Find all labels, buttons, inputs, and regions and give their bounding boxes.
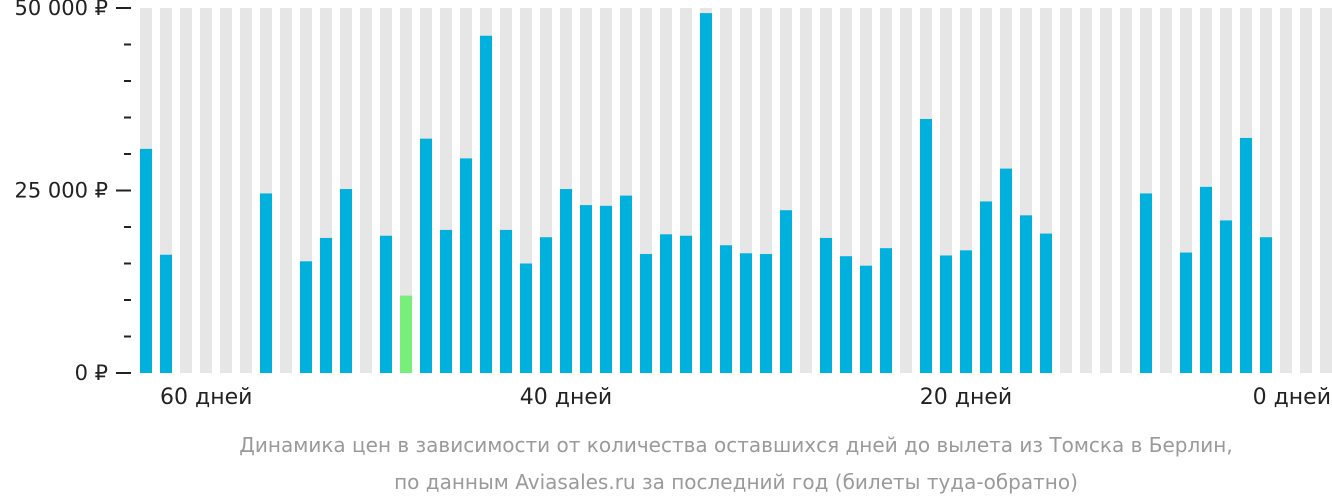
price-bar-day-46[interactable] [440, 229, 452, 373]
price-bar-day-18[interactable] [1000, 168, 1012, 373]
y-tick-label: 0 ₽ [75, 361, 108, 385]
day-column-56 [240, 8, 252, 373]
day-column-50 [360, 8, 372, 373]
price-bar-day-51[interactable] [340, 189, 352, 373]
day-column-57 [220, 8, 232, 373]
y-axis: 0 ₽ 25 000 ₽ 50 000 ₽ [14, 0, 131, 385]
price-bar-day-17[interactable] [1020, 215, 1032, 373]
price-bar-day-53[interactable] [300, 261, 312, 373]
price-bar-day-8[interactable] [1200, 186, 1212, 373]
price-bar-day-42[interactable] [520, 263, 532, 374]
price-bar-day-26[interactable] [840, 256, 852, 373]
price-bar-day-61[interactable] [140, 148, 152, 373]
price-bar-day-30[interactable] [760, 254, 772, 373]
chart-bars [140, 8, 1332, 374]
price-bar-day-25[interactable] [860, 265, 872, 373]
y-tick-label: 50 000 ₽ [14, 0, 108, 20]
price-bar-day-16[interactable] [1040, 233, 1052, 373]
price-bar-day-6[interactable] [1240, 137, 1252, 373]
x-tick-label: 60 дней [160, 385, 252, 410]
price-bar-day-19[interactable] [980, 201, 992, 373]
day-column-48 [400, 8, 412, 373]
price-bar-day-29[interactable] [780, 210, 792, 373]
price-bar-day-11[interactable] [1140, 193, 1152, 373]
y-tick-label: 25 000 ₽ [14, 179, 108, 203]
day-column-23 [900, 8, 912, 373]
price-bar-day-52[interactable] [320, 237, 332, 373]
price-bar-day-41[interactable] [540, 237, 552, 373]
price-bar-day-37[interactable] [620, 195, 632, 373]
day-column-58 [200, 8, 212, 373]
price-bar-day-20[interactable] [960, 250, 972, 373]
price-bar-day-44[interactable] [480, 35, 492, 374]
price-bar-day-43[interactable] [500, 229, 512, 373]
chart-caption-line-2: по данным Aviasales.ru за последний год … [394, 470, 1078, 494]
price-bar-day-55[interactable] [260, 193, 272, 373]
day-column-15 [1060, 8, 1072, 373]
price-bar-day-9[interactable] [1180, 252, 1192, 373]
price-bar-day-39[interactable] [580, 205, 592, 373]
x-tick-label: 0 дней [1253, 385, 1331, 410]
price-bar-day-36[interactable] [640, 254, 652, 373]
price-bar-day-21[interactable] [940, 255, 952, 373]
price-bar-day-35[interactable] [660, 234, 672, 373]
price-bar-day-33[interactable] [700, 13, 712, 374]
price-bar-day-7[interactable] [1220, 220, 1232, 373]
day-column-28 [800, 8, 812, 373]
price-bar-day-32[interactable] [720, 245, 732, 373]
price-bar-day-5[interactable] [1260, 237, 1272, 373]
x-tick-label: 40 дней [520, 385, 612, 410]
price-bar-day-27[interactable] [820, 237, 832, 373]
day-column-13 [1100, 8, 1112, 373]
x-axis: 60 дней 40 дней 20 дней 0 дней [160, 385, 1331, 410]
day-column-3 [1300, 8, 1312, 373]
chart-caption-line-1: Динамика цен в зависимости от количества… [239, 433, 1232, 457]
x-tick-label: 20 дней [920, 385, 1012, 410]
price-bar-day-34[interactable] [680, 235, 692, 373]
price-bar-day-47[interactable] [420, 138, 432, 373]
price-bar-day-24[interactable] [880, 248, 892, 373]
day-column-54 [280, 8, 292, 373]
price-bar-day-45[interactable] [460, 158, 472, 373]
price-bar-min-day-48[interactable] [400, 295, 412, 373]
price-bar-day-60[interactable] [160, 254, 172, 373]
price-bar-day-22[interactable] [920, 118, 932, 374]
day-column-59 [180, 8, 192, 373]
price-bar-day-40[interactable] [560, 189, 572, 373]
day-column-4 [1280, 8, 1292, 373]
price-bar-day-38[interactable] [600, 205, 612, 373]
price-bar-day-31[interactable] [740, 253, 752, 373]
day-column-2 [1320, 8, 1332, 373]
day-column-14 [1080, 8, 1092, 373]
day-column-12 [1120, 8, 1132, 373]
day-column-10 [1160, 8, 1172, 373]
price-bar-day-49[interactable] [380, 235, 392, 373]
